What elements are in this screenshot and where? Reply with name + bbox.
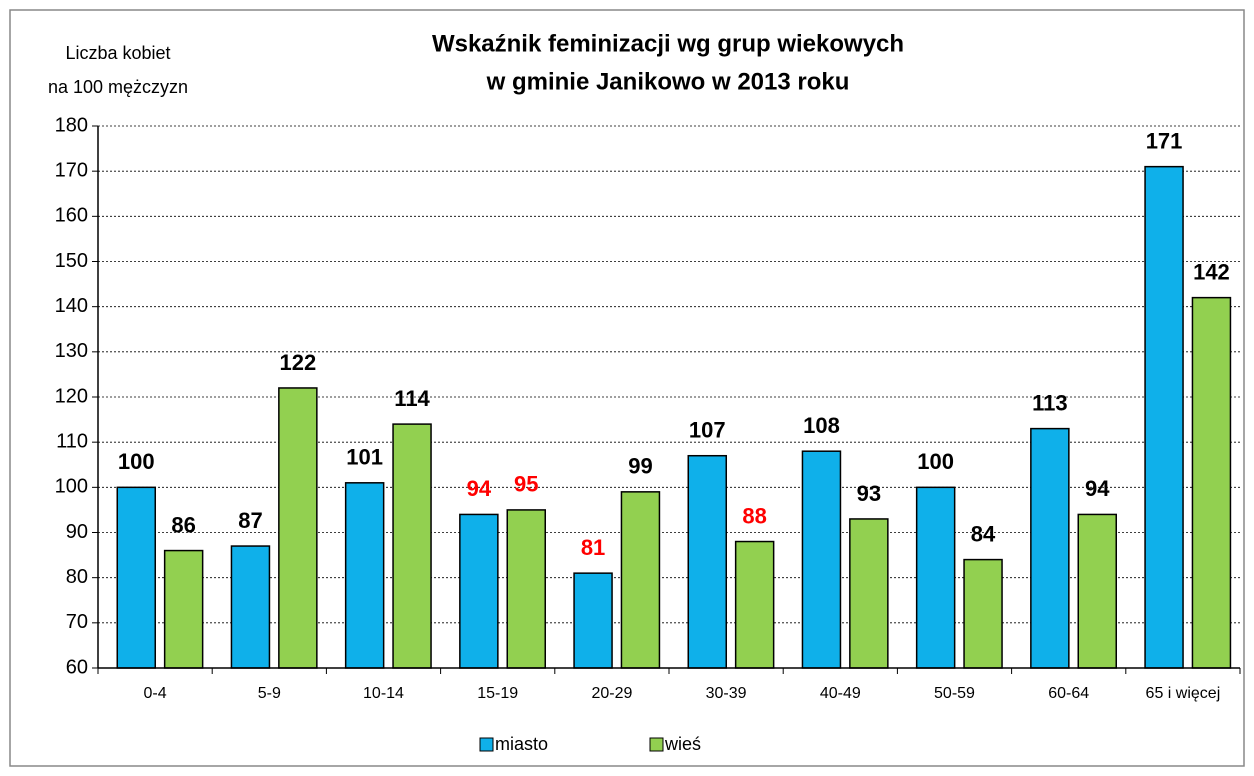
bar: [849, 518, 889, 669]
x-tick-label: 10-14: [363, 685, 404, 702]
bar: [963, 558, 1003, 669]
y-tick-label: 100: [55, 476, 88, 498]
legend-label: miasto: [495, 734, 548, 754]
y-tick-label: 80: [66, 566, 88, 588]
bar: [687, 454, 728, 669]
bar: [1077, 513, 1117, 669]
bar: [620, 491, 661, 669]
legend-label: wieś: [664, 734, 701, 754]
y-tick-label: 130: [55, 340, 88, 362]
data-label: 171: [1146, 128, 1183, 153]
bar: [734, 540, 775, 669]
x-tick-label: 60-64: [1048, 685, 1089, 702]
x-tick-label: 50-59: [934, 685, 975, 702]
data-label: 99: [628, 454, 652, 479]
data-label: 114: [394, 386, 430, 411]
bar: [230, 545, 271, 669]
x-tick-label: 30-39: [706, 685, 747, 702]
data-label: 113: [1032, 390, 1068, 415]
data-label: 107: [689, 418, 726, 443]
y-tick-label: 90: [66, 521, 88, 543]
bar: [915, 486, 956, 669]
data-label: 93: [857, 481, 881, 506]
data-label: 142: [1193, 259, 1230, 284]
y-tick-label: 60: [66, 656, 88, 678]
bar: [392, 423, 432, 669]
x-tick-label: 0-4: [144, 685, 167, 702]
data-label: 94: [1085, 476, 1110, 501]
y-tick-label: 160: [55, 205, 88, 227]
legend-swatch: [649, 737, 664, 752]
y-tick-label: 120: [55, 385, 88, 407]
x-tick-label: 20-29: [591, 685, 632, 702]
legend-swatch: [479, 737, 494, 752]
data-label: 101: [346, 445, 383, 470]
data-label: 88: [742, 503, 766, 528]
x-tick-label: 5-9: [258, 685, 281, 702]
data-label: 100: [917, 449, 954, 474]
y-tick-label: 140: [55, 295, 88, 317]
data-label: 122: [279, 350, 316, 375]
data-label: 100: [118, 449, 155, 474]
data-label: 94: [467, 476, 492, 501]
y-tick-label: 170: [55, 159, 88, 181]
bar: [116, 486, 157, 669]
x-tick-label: 40-49: [820, 685, 861, 702]
x-tick-label: 15-19: [477, 685, 518, 702]
data-label: 86: [171, 512, 195, 537]
bar: [1030, 427, 1070, 669]
data-label: 84: [971, 521, 996, 546]
bar: [459, 513, 499, 669]
bar: [163, 549, 204, 669]
y-tick-label: 180: [55, 114, 88, 136]
data-label: 108: [803, 413, 840, 438]
data-label: 87: [238, 508, 262, 533]
bar: [278, 387, 318, 669]
data-label: 81: [581, 535, 605, 560]
bar: [801, 450, 842, 669]
chart-title: Wskaźnik feminizacji wg grup wiekowych: [432, 30, 904, 57]
bar: [573, 572, 613, 669]
y-axis-label: Liczba kobiet: [65, 43, 170, 63]
bar: [1144, 165, 1184, 669]
bar: [506, 509, 546, 669]
y-axis-label: na 100 mężczyzn: [48, 77, 188, 97]
data-label: 95: [514, 472, 538, 497]
y-tick-label: 150: [55, 250, 88, 272]
y-tick-label: 110: [56, 430, 88, 452]
bar: [344, 482, 385, 669]
y-tick-label: 70: [66, 611, 88, 633]
bar: [1191, 296, 1232, 669]
chart-title: w gminie Janikowo w 2013 roku: [486, 68, 850, 95]
x-tick-label: 65 i więcej: [1146, 685, 1221, 702]
